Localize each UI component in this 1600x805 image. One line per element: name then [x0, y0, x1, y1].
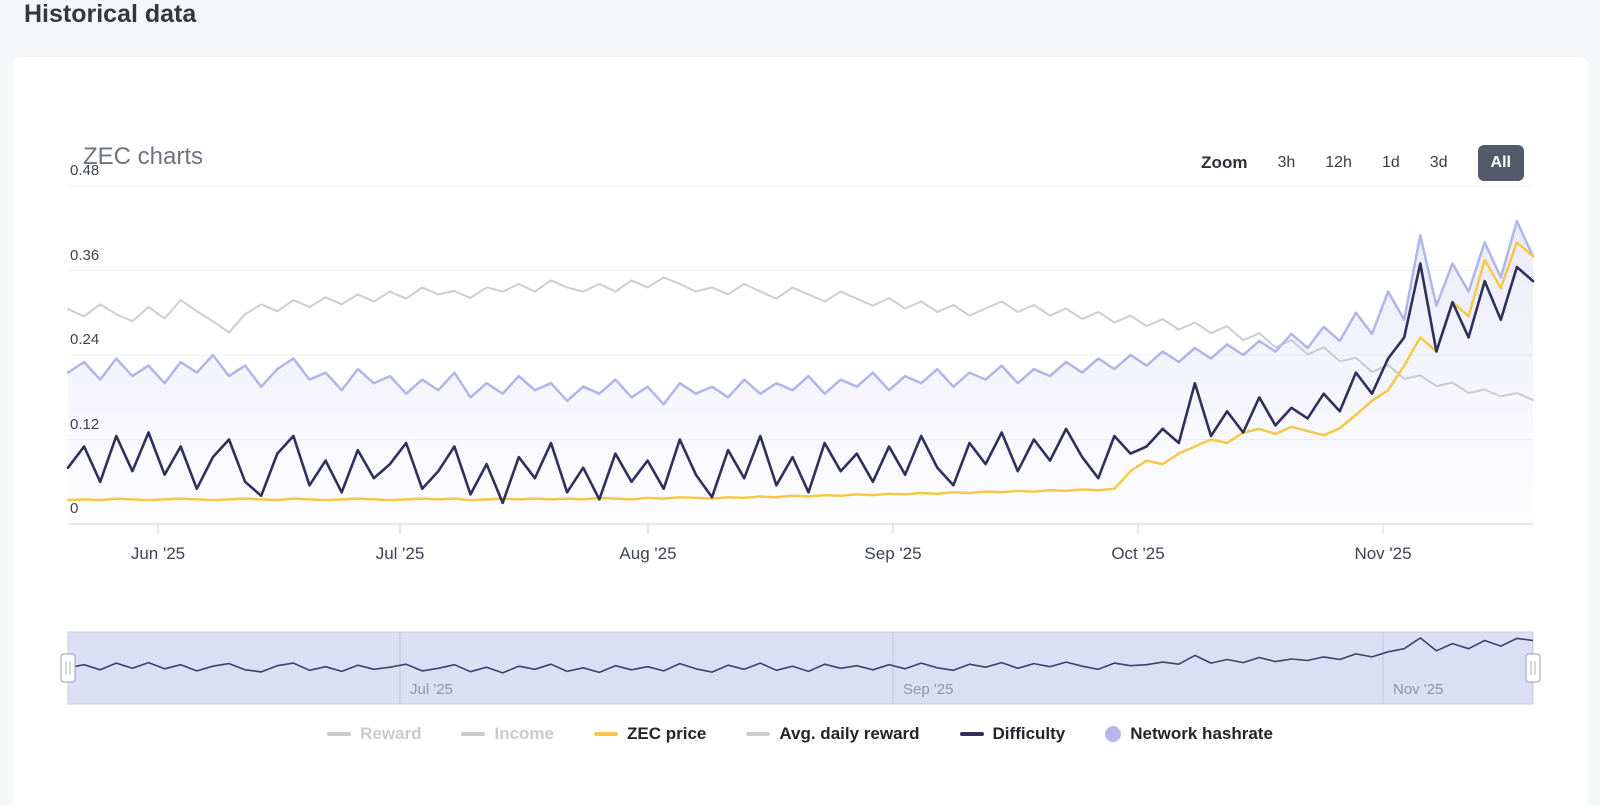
zoom-option-1d[interactable]: 1d — [1381, 154, 1400, 171]
y-axis-label: 0.36 — [70, 246, 100, 264]
legend-item-label: ZEC price — [627, 724, 707, 743]
legend-item-label: Avg. daily reward — [779, 724, 920, 743]
x-axis — [157, 524, 1384, 534]
legend-item-difficulty[interactable]: Difficulty — [959, 724, 1066, 744]
legend-marker-icon — [959, 732, 984, 736]
zoom-option-all[interactable]: All — [1477, 145, 1524, 181]
y-axis-label: 0.24 — [70, 331, 100, 348]
navigator-series-line — [67, 637, 1534, 674]
y-axis-label: 0.48 — [70, 162, 100, 179]
zoom-label: Zoom — [1201, 153, 1248, 172]
series-area-network-hashrate — [68, 221, 1533, 524]
y-axis-label: 0.12 — [70, 415, 100, 433]
legend-marker-icon — [461, 732, 486, 736]
x-axis-label: Jul '25 — [375, 544, 425, 563]
x-axis-label: Nov '25 — [1354, 544, 1412, 563]
navigator-axis-label: Jul '25 — [410, 681, 453, 698]
legend-item-income[interactable]: Income — [461, 724, 554, 744]
page-title: Historical data — [24, 0, 197, 28]
legend-item-avg-daily-reward[interactable]: Avg. daily reward — [746, 724, 920, 744]
zoom-option-3d[interactable]: 3d — [1429, 154, 1448, 171]
legend-item-label: Reward — [360, 724, 422, 743]
navigator-handle-right[interactable] — [1525, 653, 1541, 683]
zoom-range-selector: Zoom 3h 12h 1d 3d All — [1201, 145, 1524, 181]
legend-marker-icon — [327, 732, 352, 736]
navigator[interactable] — [60, 631, 1541, 705]
chart-legend: Reward Income ZEC price Avg. daily reward Di… — [0, 724, 1600, 744]
zoom-option-3h[interactable]: 3h — [1277, 154, 1296, 171]
navigator-axis-label: Nov '25 — [1393, 681, 1444, 698]
zoom-option-12h[interactable]: 12h — [1325, 154, 1352, 171]
legend-item-label: Difficulty — [992, 724, 1066, 743]
series-line-zec-price — [66, 241, 1535, 502]
chart-series — [66, 219, 1535, 524]
legend-item-network-hashrate[interactable]: Network hashrate — [1105, 724, 1273, 744]
x-axis-label: Jun '25 — [130, 544, 186, 563]
legend-marker-icon — [594, 732, 619, 736]
navigator-handle-left[interactable] — [60, 653, 76, 683]
legend-marker-icon — [746, 732, 771, 736]
legend-item-label: Income — [494, 724, 555, 743]
chart-title: ZEC charts — [83, 143, 204, 170]
legend-item-reward[interactable]: Reward — [327, 724, 421, 744]
x-axis-label: Oct '25 — [1111, 544, 1165, 563]
x-axis-label: Aug '25 — [619, 544, 677, 563]
legend-item-zec-price[interactable]: ZEC price — [594, 724, 706, 744]
legend-marker-icon — [1105, 726, 1122, 742]
navigator-axis-label: Sep '25 — [903, 681, 954, 698]
x-axis-label: Sep '25 — [864, 544, 922, 563]
series-line-difficulty — [66, 262, 1535, 505]
y-axis-label: 0 — [70, 500, 79, 517]
series-line-network-hashrate — [66, 219, 1535, 406]
legend-item-label: Network hashrate — [1130, 724, 1273, 743]
